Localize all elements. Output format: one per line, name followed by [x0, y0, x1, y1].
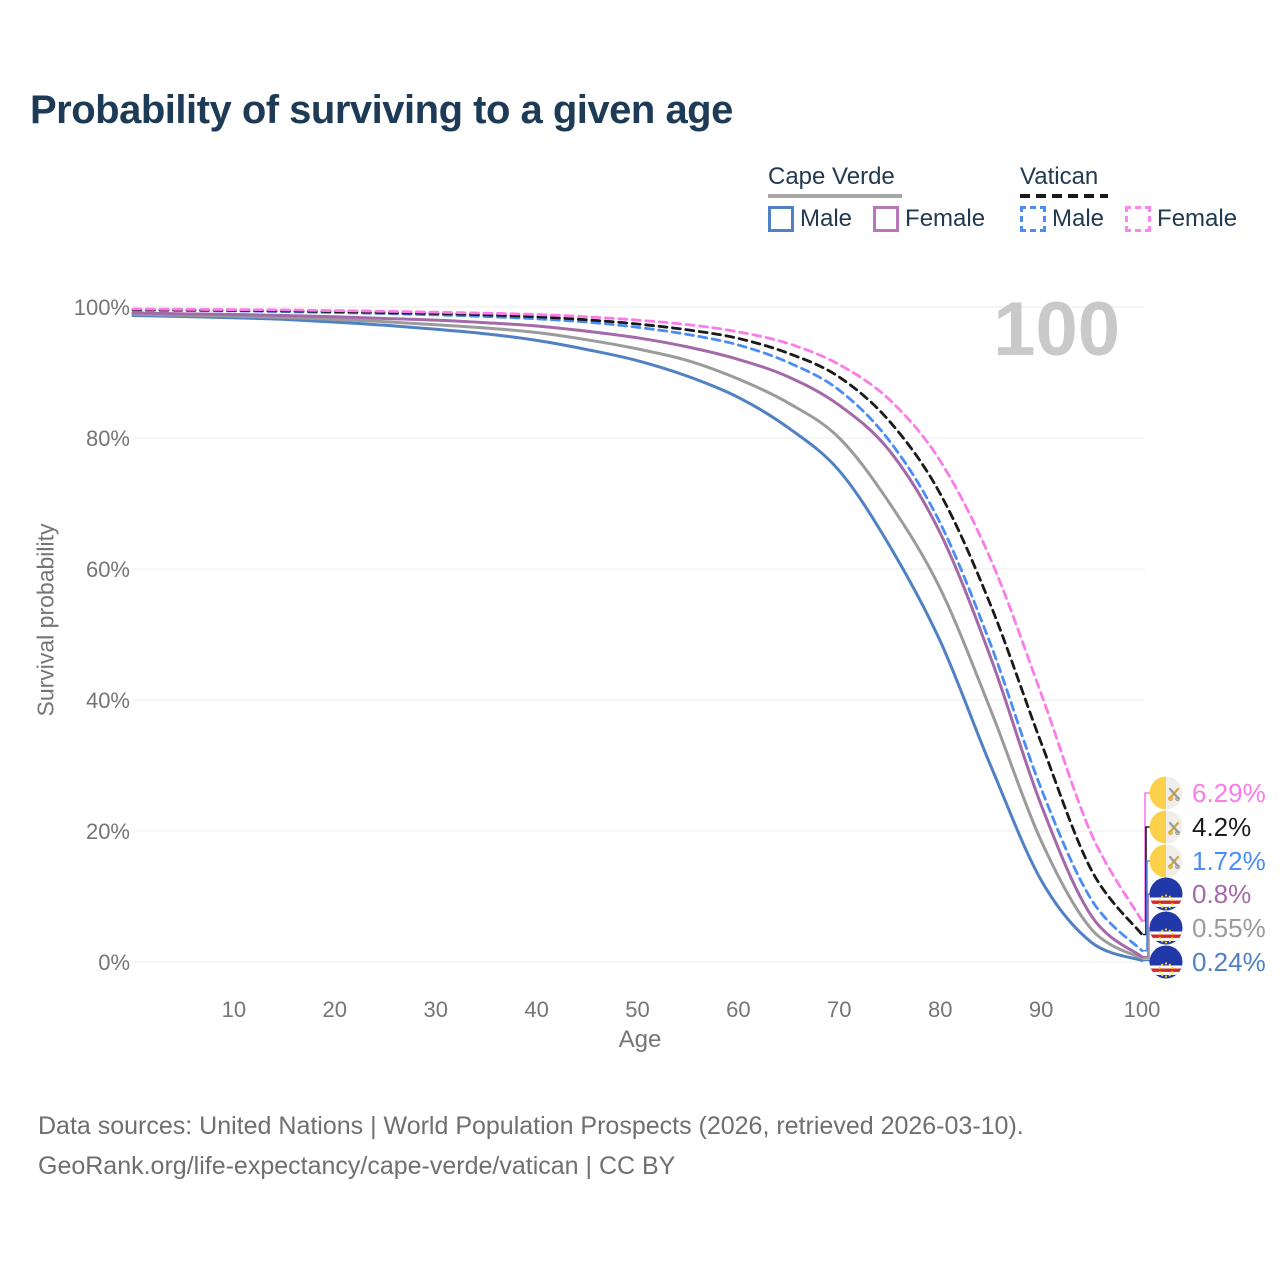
- x-tick-20: 20: [323, 997, 347, 1022]
- series-line-cape-verde-total: [131, 312, 1144, 960]
- cape-verde-flag-icon: [1149, 911, 1183, 945]
- x-tick-70: 70: [827, 997, 851, 1022]
- end-label-cape-verde-total: 0.55%: [1149, 911, 1266, 945]
- end-label-cape-verde-male: 0.24%: [1149, 945, 1266, 979]
- series-line-cape-verde-male: [131, 314, 1144, 962]
- x-tick-90: 90: [1029, 997, 1053, 1022]
- cape-verde-male-swatch-icon: [768, 206, 794, 232]
- vatican-female-swatch-icon: [1125, 206, 1152, 232]
- x-tick-60: 60: [726, 997, 750, 1022]
- end-value-cape-verde-male: 0.24%: [1192, 946, 1266, 977]
- x-tick-30: 30: [423, 997, 447, 1022]
- legend-group-vatican: Vatican: [1020, 163, 1108, 198]
- data-sources-footer: Data sources: United Nations | World Pop…: [38, 1106, 1024, 1186]
- legend-item-cape-verde-male[interactable]: Male: [768, 205, 852, 233]
- series-line-vatican-male: [131, 308, 1144, 953]
- end-label-vatican-total: 4.2%: [1149, 810, 1251, 844]
- end-label-vatican-male: 1.72%: [1149, 844, 1266, 878]
- y-tick-40%: 40%: [86, 688, 130, 713]
- cape-verde-female-swatch-icon: [873, 206, 900, 232]
- page-title: Probability of surviving to a given age: [30, 88, 733, 132]
- legend-row-vatican: Male Female: [1020, 205, 1258, 233]
- vatican-flag-icon: [1149, 776, 1183, 810]
- x-axis-title: Age: [618, 1026, 662, 1053]
- legend-row-cape-verde: Male Female: [768, 205, 1006, 233]
- legend-item-cape-verde-female[interactable]: Female: [873, 205, 985, 233]
- legend-item-vatican-male[interactable]: Male: [1020, 205, 1104, 233]
- series-line-vatican-female: [131, 307, 1144, 923]
- legend-label-vatican-male: Male: [1052, 205, 1105, 232]
- legend-item-vatican-female[interactable]: Female: [1125, 205, 1237, 233]
- y-axis-title: Survival probability: [32, 523, 59, 717]
- vatican-flag-icon: [1149, 810, 1183, 844]
- y-tick-100%: 100%: [74, 295, 130, 320]
- legend-cape-verde-line-sample: [768, 194, 902, 198]
- legend-group-cape-verde: Cape Verde: [768, 163, 902, 198]
- x-tick-80: 80: [928, 997, 952, 1022]
- end-value-cape-verde-total: 0.55%: [1192, 912, 1266, 943]
- cape-verde-flag-icon: [1149, 945, 1183, 979]
- legend-group-vatican-name: Vatican: [1020, 163, 1099, 190]
- legend-group-cape-verde-name: Cape Verde: [768, 163, 895, 190]
- y-tick-0%: 0%: [98, 950, 130, 975]
- legend-label-vatican-female: Female: [1157, 205, 1238, 232]
- end-value-vatican-female: 6.29%: [1192, 777, 1266, 808]
- end-value-vatican-male: 1.72%: [1192, 845, 1266, 876]
- vatican-flag-icon: [1149, 844, 1183, 878]
- y-tick-80%: 80%: [86, 426, 130, 451]
- x-tick-10: 10: [222, 997, 246, 1022]
- footer-line-2[interactable]: GeoRank.org/life-expectancy/cape-verde/v…: [38, 1152, 676, 1180]
- series-line-cape-verde-female: [131, 311, 1144, 959]
- age-100-watermark: 100: [993, 287, 1120, 372]
- y-tick-20%: 20%: [86, 819, 130, 844]
- x-tick-100: 100: [1124, 997, 1161, 1022]
- cape-verde-flag-icon: [1149, 877, 1183, 911]
- series-line-vatican-total: [131, 308, 1144, 936]
- y-tick-60%: 60%: [86, 557, 130, 582]
- legend-label-cape-verde-male: Male: [800, 205, 853, 232]
- legend-vatican-line-sample: [1020, 194, 1108, 198]
- vatican-male-swatch-icon: [1020, 206, 1046, 232]
- end-label-cape-verde-female: 0.8%: [1149, 877, 1251, 911]
- end-value-cape-verde-female: 0.8%: [1192, 878, 1252, 909]
- end-value-vatican-total: 4.2%: [1192, 811, 1252, 842]
- x-tick-50: 50: [625, 997, 649, 1022]
- legend-label-cape-verde-female: Female: [905, 205, 986, 232]
- end-label-vatican-female: 6.29%: [1149, 776, 1266, 810]
- footer-line-1: Data sources: United Nations | World Pop…: [38, 1112, 1024, 1140]
- x-tick-40: 40: [524, 997, 548, 1022]
